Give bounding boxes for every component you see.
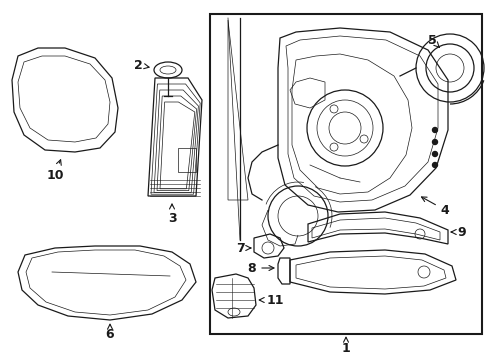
Text: 10: 10 xyxy=(46,160,64,181)
Text: 7: 7 xyxy=(236,242,251,255)
Text: 4: 4 xyxy=(421,197,449,216)
Text: 8: 8 xyxy=(247,261,274,274)
Text: 9: 9 xyxy=(451,225,466,239)
Text: 1: 1 xyxy=(342,337,350,355)
Text: 3: 3 xyxy=(168,204,176,225)
Circle shape xyxy=(433,127,438,132)
Circle shape xyxy=(433,162,438,167)
Text: 6: 6 xyxy=(106,324,114,342)
Circle shape xyxy=(433,152,438,157)
Bar xyxy=(210,14,482,334)
Circle shape xyxy=(433,140,438,144)
Text: 11: 11 xyxy=(259,293,284,306)
Text: 2: 2 xyxy=(134,59,149,72)
Text: 5: 5 xyxy=(428,33,440,48)
